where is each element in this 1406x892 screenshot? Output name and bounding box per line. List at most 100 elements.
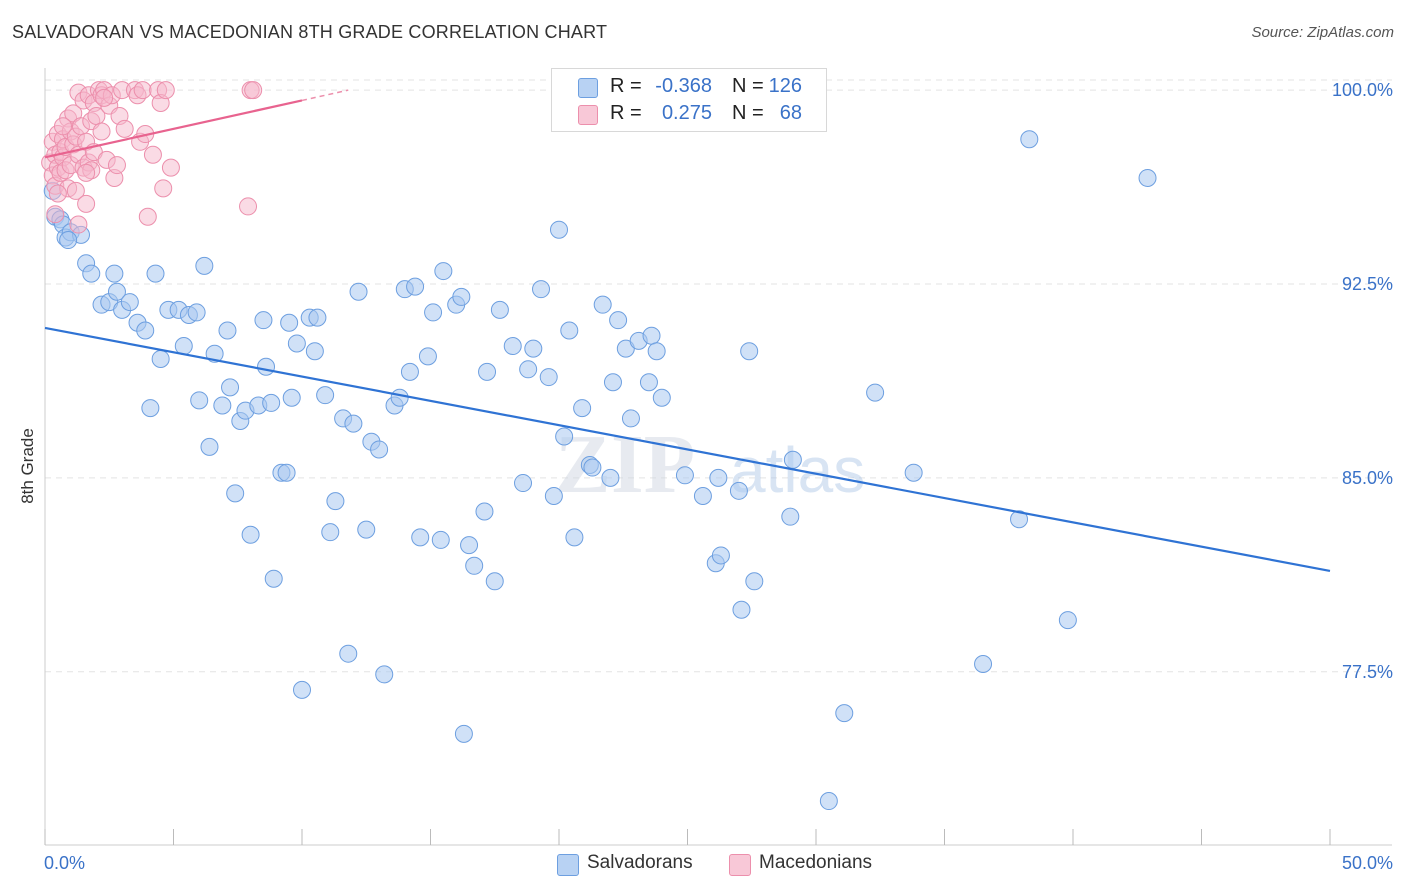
salvadoran-point <box>642 326 661 345</box>
salvadoran-point <box>729 481 748 500</box>
macedonian-point <box>95 88 114 107</box>
salvadoran-point <box>205 344 224 363</box>
salvadoran-point <box>452 287 471 306</box>
salvadoran-point <box>254 311 273 330</box>
salvadoran-point <box>344 414 363 433</box>
salvadoran-point <box>544 486 563 505</box>
macedonian-point <box>244 81 263 100</box>
salvadorans-points <box>43 130 1157 811</box>
salvadoran-point <box>609 311 628 330</box>
salvadoran-point <box>424 303 443 322</box>
salvadoran-point <box>732 600 751 619</box>
legend-row-salvadorans: R = -0.368 N = 126 <box>552 73 826 101</box>
salvadoran-point <box>560 321 579 340</box>
salvadoran-point <box>550 220 568 239</box>
macedonian-point <box>53 117 72 136</box>
legend-r-label: R = <box>610 75 642 97</box>
salvadoran-point <box>431 530 450 549</box>
salvadoran-point <box>904 463 923 482</box>
salvadoran-point <box>647 342 666 361</box>
salvadoran-point <box>465 556 484 575</box>
macedonian-point <box>77 194 96 213</box>
salvadoran-point <box>221 378 240 397</box>
salvadoran-point <box>321 523 340 542</box>
salvadorans-trend-line <box>44 326 1331 573</box>
salvadoran-point <box>565 528 584 547</box>
macedonian-point <box>133 81 152 100</box>
salvadoran-point <box>411 528 430 547</box>
salvadoran-point <box>120 293 139 312</box>
salvadoran-point <box>974 655 993 674</box>
salvadoran-point <box>454 724 473 743</box>
salvadoran-point <box>146 264 165 283</box>
salvadoran-point <box>555 427 574 446</box>
macedonian-point <box>161 158 180 177</box>
salvadoran-point <box>532 280 551 299</box>
salvadoran-point <box>514 474 533 493</box>
y-tick-label: 85.0% <box>1342 468 1393 488</box>
salvadoran-point <box>200 437 219 456</box>
salvadoran-point <box>308 308 327 327</box>
salvadoran-point <box>82 264 101 283</box>
salvadoran-point <box>675 466 694 485</box>
salvadoran-point <box>264 569 283 588</box>
macedonians-legend-label: Macedonians <box>759 852 873 873</box>
salvadoran-point <box>711 546 730 565</box>
y-axis-label: 8th Grade <box>18 428 37 504</box>
salvadoran-point <box>262 393 281 412</box>
grid-layer <box>45 79 1392 673</box>
salvadoran-point <box>652 388 671 407</box>
salvadoran-point <box>406 277 425 296</box>
salvadoran-point <box>187 303 206 322</box>
salvadoran-point <box>107 282 126 301</box>
macedonian-point <box>156 81 175 100</box>
macedonian-point <box>107 156 126 175</box>
salvadoran-point <box>475 502 494 521</box>
salvadoran-point <box>105 264 124 283</box>
salvadoran-point <box>783 450 802 469</box>
chart-title: SALVADORAN VS MACEDONIAN 8TH GRADE CORRE… <box>12 22 608 42</box>
salvadoran-point <box>460 536 479 555</box>
stats-legend: R = -0.368 N = 126 R = 0.275 N = 68 <box>551 68 827 132</box>
trend-lines <box>44 89 1331 573</box>
salvadoran-point <box>277 463 296 482</box>
legend-r-value: 0.275 <box>661 102 712 124</box>
x-tick-label: 50.0% <box>1342 853 1393 873</box>
legend-n-value: 68 <box>779 102 802 124</box>
salvadoran-point <box>418 347 437 366</box>
salvadoran-point <box>621 409 640 428</box>
macedonian-point <box>46 205 65 224</box>
salvadoran-point <box>305 342 324 361</box>
x-tick-label: 0.0% <box>44 853 85 873</box>
salvadoran-point <box>293 680 311 699</box>
salvadoran-point <box>583 458 602 477</box>
macedonians-swatch <box>578 105 598 125</box>
salvadoran-point <box>434 262 453 281</box>
salvadoran-point <box>400 362 419 381</box>
macedonians-legend-swatch <box>729 854 751 876</box>
macedonian-point <box>138 207 157 226</box>
salvadoran-point <box>503 337 522 356</box>
salvadoran-point <box>326 492 345 511</box>
salvadoran-point <box>195 256 214 275</box>
salvadoran-point <box>151 349 170 368</box>
salvadorans-legend-label: Salvadorans <box>587 852 693 873</box>
salvadoran-point <box>241 525 260 544</box>
legend-n-label: N = <box>732 102 764 124</box>
macedonians-points <box>41 81 263 234</box>
salvadoran-point <box>213 396 232 415</box>
salvadoran-point <box>375 665 394 684</box>
salvadoran-point <box>257 357 276 376</box>
salvadoran-point <box>740 342 759 361</box>
salvadoran-point <box>519 360 538 379</box>
salvadoran-point <box>693 486 712 505</box>
macedonian-point <box>77 163 96 182</box>
salvadoran-point <box>357 520 376 539</box>
salvadoran-point <box>287 334 306 353</box>
macedonians-trend-line <box>44 99 303 159</box>
salvadoran-point <box>141 399 160 418</box>
salvadoran-point <box>226 484 245 503</box>
salvadoran-point <box>478 362 497 381</box>
salvadoran-point <box>339 644 358 663</box>
y-tick-label: 100.0% <box>1332 80 1393 100</box>
